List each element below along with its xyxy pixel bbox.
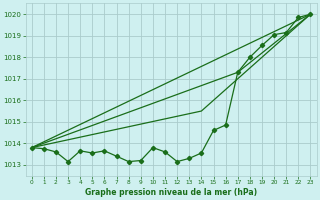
X-axis label: Graphe pression niveau de la mer (hPa): Graphe pression niveau de la mer (hPa) <box>85 188 257 197</box>
